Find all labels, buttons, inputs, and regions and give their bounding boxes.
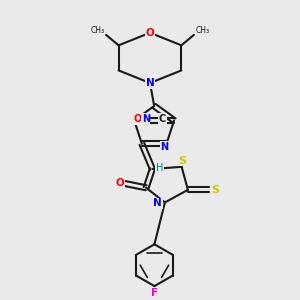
Text: S: S xyxy=(179,156,187,166)
Text: C: C xyxy=(159,114,166,124)
Text: H: H xyxy=(156,163,164,173)
Text: F: F xyxy=(151,288,158,298)
Text: CH₃: CH₃ xyxy=(195,26,209,35)
Text: N: N xyxy=(146,78,154,88)
Text: S: S xyxy=(211,185,219,195)
Text: N: N xyxy=(153,199,162,208)
Text: O: O xyxy=(133,114,142,124)
Text: N: N xyxy=(142,114,150,124)
Text: O: O xyxy=(146,28,154,38)
Text: N: N xyxy=(160,142,169,152)
Text: O: O xyxy=(116,178,124,188)
Text: CH₃: CH₃ xyxy=(91,26,105,35)
